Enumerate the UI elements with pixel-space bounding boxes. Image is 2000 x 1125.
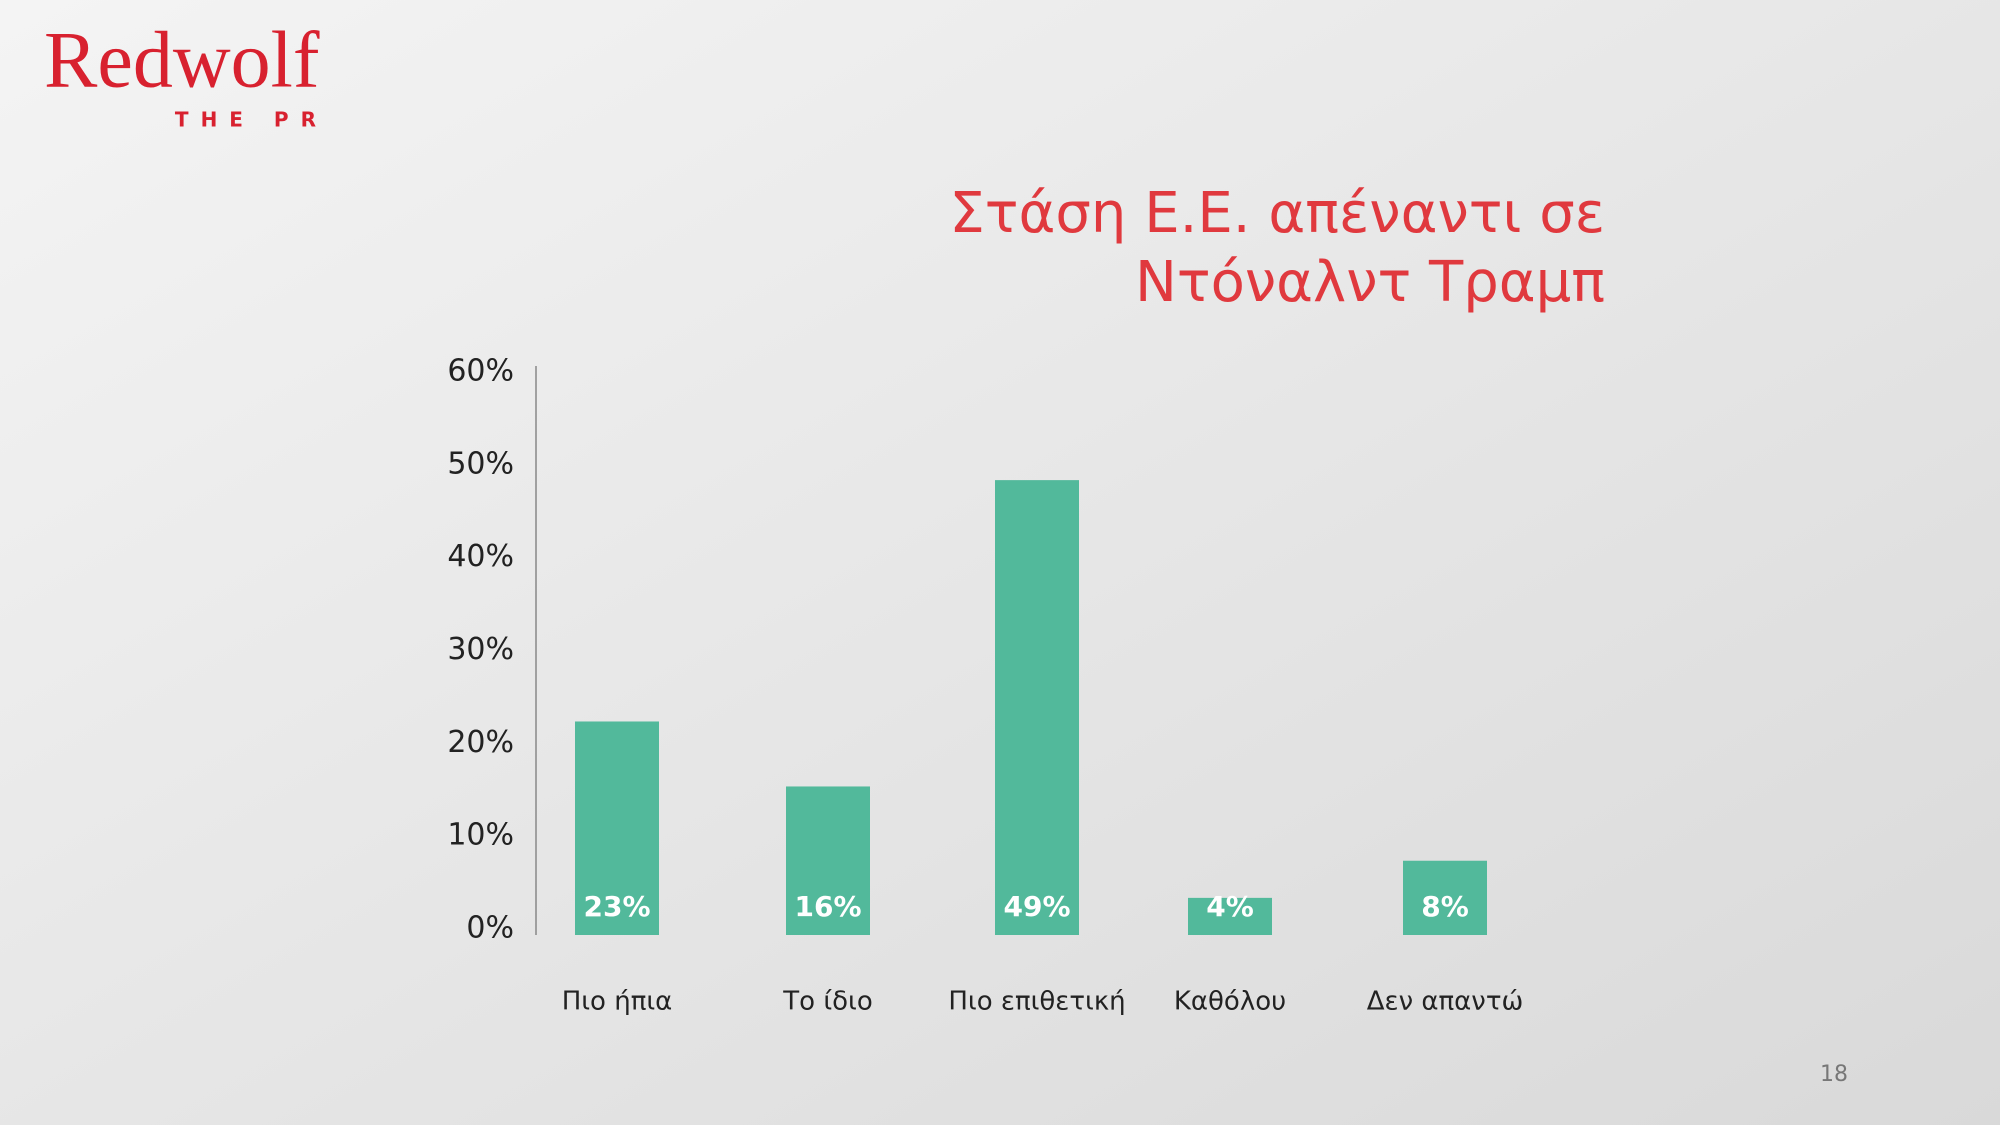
chart-title: Ντόναλντ Τραμπ bbox=[1135, 250, 1605, 315]
bar bbox=[995, 480, 1079, 935]
x-tick-label: Το ίδιο bbox=[782, 987, 872, 1017]
y-tick-label: 20% bbox=[447, 725, 514, 760]
chart-title: Στάση Ε.Ε. απέναντι σε bbox=[949, 181, 1605, 246]
logo-tagline: THE PR bbox=[175, 108, 328, 132]
x-tick-label: Πιο επιθετική bbox=[948, 987, 1125, 1017]
logo-name: Redwolf bbox=[44, 16, 320, 104]
y-tick-label: 50% bbox=[447, 446, 514, 481]
bar bbox=[786, 786, 870, 935]
x-tick-label: Πιο ήπια bbox=[562, 987, 673, 1017]
value-label: 8% bbox=[1421, 890, 1469, 923]
y-tick-label: 40% bbox=[447, 539, 514, 574]
y-tick-label: 30% bbox=[447, 632, 514, 667]
value-label: 49% bbox=[1003, 890, 1070, 923]
bar bbox=[1403, 860, 1487, 935]
value-label: 23% bbox=[583, 890, 650, 923]
x-tick-label: Δεν απαντώ bbox=[1367, 987, 1524, 1017]
value-label: 16% bbox=[794, 890, 861, 923]
y-tick-label: 60% bbox=[447, 354, 514, 389]
x-tick-label: Καθόλου bbox=[1174, 987, 1286, 1017]
y-tick-label: 10% bbox=[447, 818, 514, 853]
value-label: 4% bbox=[1206, 890, 1254, 923]
bar bbox=[1188, 897, 1272, 935]
page-number: 18 bbox=[1820, 1062, 1848, 1087]
bar bbox=[575, 721, 659, 935]
y-tick-label: 0% bbox=[466, 911, 514, 946]
